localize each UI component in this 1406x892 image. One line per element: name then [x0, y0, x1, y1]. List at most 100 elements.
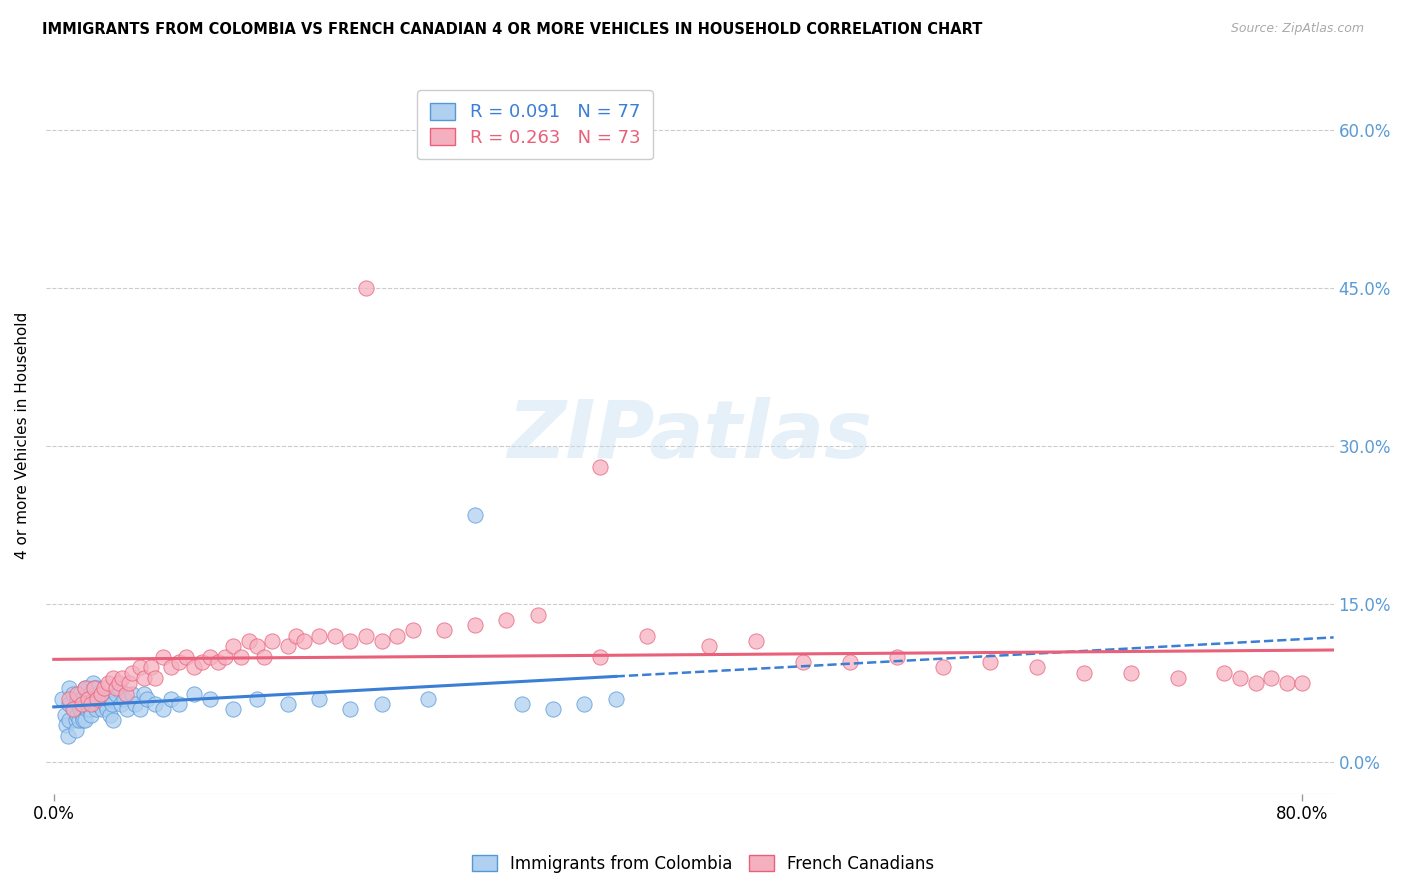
Point — [96, 702, 118, 716]
Point — [160, 691, 183, 706]
Point — [101, 713, 124, 727]
Point — [90, 687, 112, 701]
Point — [84, 702, 107, 716]
Point — [605, 691, 627, 706]
Point — [73, 681, 96, 696]
Point — [105, 687, 128, 701]
Point — [86, 691, 108, 706]
Point — [191, 655, 214, 669]
Point — [110, 697, 132, 711]
Point — [222, 639, 245, 653]
Point — [354, 629, 377, 643]
Point — [339, 634, 361, 648]
Point — [66, 691, 89, 706]
Point — [1026, 660, 1049, 674]
Point — [134, 687, 156, 701]
Point — [370, 634, 392, 648]
Point — [70, 697, 93, 711]
Point — [339, 702, 361, 716]
Point — [385, 629, 408, 643]
Point — [62, 687, 84, 701]
Point — [1275, 676, 1298, 690]
Point — [58, 697, 80, 711]
Point — [128, 660, 150, 674]
Point — [97, 676, 120, 690]
Point — [183, 687, 205, 701]
Point — [253, 649, 276, 664]
Point — [118, 676, 141, 690]
Point — [108, 681, 131, 696]
Legend: Immigrants from Colombia, French Canadians: Immigrants from Colombia, French Canadia… — [465, 848, 941, 880]
Point — [76, 687, 98, 701]
Point — [308, 629, 330, 643]
Point — [143, 697, 166, 711]
Point — [418, 691, 440, 706]
Point — [67, 697, 90, 711]
Point — [86, 681, 108, 696]
Point — [80, 707, 103, 722]
Point — [77, 681, 100, 696]
Point — [76, 702, 98, 716]
Point — [93, 681, 115, 696]
Point — [229, 649, 252, 664]
Point — [932, 660, 955, 674]
Point — [574, 697, 596, 711]
Point — [84, 687, 107, 701]
Point — [1119, 665, 1142, 680]
Point — [80, 697, 103, 711]
Point — [53, 707, 76, 722]
Text: ZIPatlas: ZIPatlas — [508, 397, 872, 475]
Point — [114, 687, 136, 701]
Point — [1291, 676, 1313, 690]
Point — [1213, 665, 1236, 680]
Point — [65, 723, 87, 738]
Point — [77, 697, 100, 711]
Point — [121, 665, 143, 680]
Point — [207, 655, 229, 669]
Point — [97, 691, 120, 706]
Point — [262, 634, 284, 648]
Point — [83, 681, 105, 696]
Point — [1260, 671, 1282, 685]
Point — [167, 655, 190, 669]
Point — [70, 707, 93, 722]
Point — [108, 676, 131, 690]
Point — [745, 634, 768, 648]
Point — [111, 671, 134, 685]
Point — [526, 607, 548, 622]
Point — [134, 671, 156, 685]
Point — [69, 687, 91, 701]
Point — [838, 655, 860, 669]
Point — [58, 713, 80, 727]
Point — [697, 639, 720, 653]
Point — [183, 660, 205, 674]
Point — [65, 713, 87, 727]
Point — [792, 655, 814, 669]
Point — [82, 676, 104, 690]
Point — [1229, 671, 1251, 685]
Point — [152, 702, 174, 716]
Point — [589, 460, 612, 475]
Point — [277, 697, 299, 711]
Point — [636, 629, 658, 643]
Point — [495, 613, 517, 627]
Point — [90, 687, 112, 701]
Point — [73, 681, 96, 696]
Point — [112, 691, 135, 706]
Point — [402, 624, 425, 638]
Point — [66, 687, 89, 701]
Point — [58, 681, 80, 696]
Point — [541, 702, 564, 716]
Point — [979, 655, 1001, 669]
Point — [354, 281, 377, 295]
Point — [83, 681, 105, 696]
Point — [93, 691, 115, 706]
Point — [51, 691, 73, 706]
Point — [308, 691, 330, 706]
Point — [886, 649, 908, 664]
Point — [323, 629, 346, 643]
Point — [72, 713, 94, 727]
Point — [246, 639, 269, 653]
Point — [98, 707, 121, 722]
Point — [91, 702, 114, 716]
